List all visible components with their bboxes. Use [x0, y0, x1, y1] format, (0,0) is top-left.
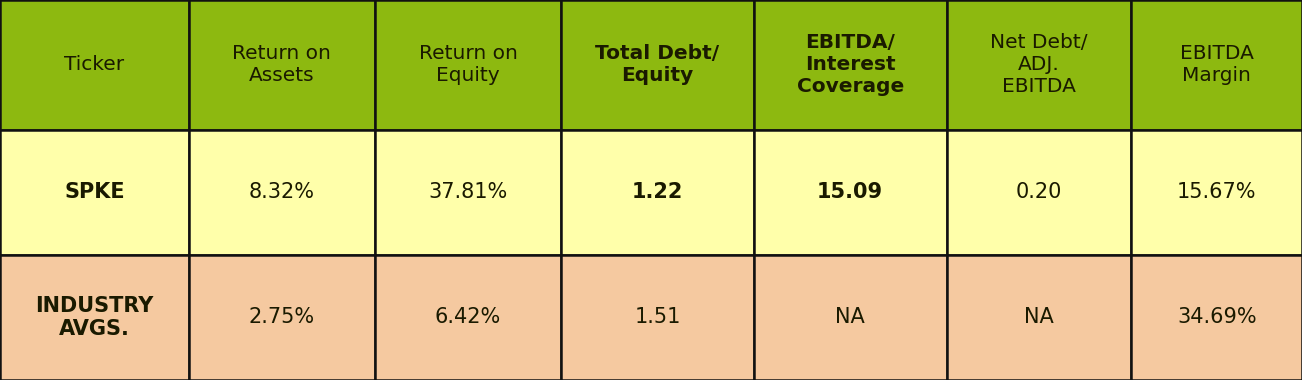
Bar — [189, 0, 375, 130]
Bar — [1131, 130, 1302, 255]
Text: SPKE: SPKE — [64, 182, 125, 203]
Bar — [1131, 0, 1302, 130]
Bar — [947, 130, 1131, 255]
Bar — [561, 0, 754, 130]
Bar — [754, 130, 947, 255]
Text: NA: NA — [836, 307, 865, 328]
Text: Return on
Equity: Return on Equity — [419, 44, 517, 86]
Bar — [561, 255, 754, 380]
Bar — [754, 255, 947, 380]
Text: INDUSTRY
AVGS.: INDUSTRY AVGS. — [35, 296, 154, 339]
Bar — [189, 130, 375, 255]
Bar — [1131, 255, 1302, 380]
Bar — [947, 255, 1131, 380]
Text: 2.75%: 2.75% — [249, 307, 315, 328]
Text: Net Debt/
ADJ.
EBITDA: Net Debt/ ADJ. EBITDA — [991, 33, 1087, 97]
Bar — [375, 255, 561, 380]
Bar — [561, 130, 754, 255]
Bar — [947, 0, 1131, 130]
Text: 34.69%: 34.69% — [1177, 307, 1256, 328]
Text: 8.32%: 8.32% — [249, 182, 315, 203]
Text: Return on
Assets: Return on Assets — [233, 44, 331, 86]
Text: Ticker: Ticker — [64, 55, 125, 74]
Text: 6.42%: 6.42% — [435, 307, 501, 328]
Text: EBITDA
Margin: EBITDA Margin — [1180, 44, 1254, 86]
Bar — [0, 255, 189, 380]
Bar — [375, 0, 561, 130]
Bar — [0, 130, 189, 255]
Bar — [189, 255, 375, 380]
Text: 15.67%: 15.67% — [1177, 182, 1256, 203]
Text: 15.09: 15.09 — [818, 182, 883, 203]
Text: NA: NA — [1025, 307, 1053, 328]
Text: 1.51: 1.51 — [634, 307, 681, 328]
Bar — [375, 130, 561, 255]
Bar — [0, 0, 189, 130]
Text: 37.81%: 37.81% — [428, 182, 508, 203]
Text: Total Debt/
Equity: Total Debt/ Equity — [595, 44, 720, 86]
Text: EBITDA/
Interest
Coverage: EBITDA/ Interest Coverage — [797, 33, 904, 97]
Bar — [754, 0, 947, 130]
Text: 1.22: 1.22 — [631, 182, 684, 203]
Text: 0.20: 0.20 — [1016, 182, 1062, 203]
